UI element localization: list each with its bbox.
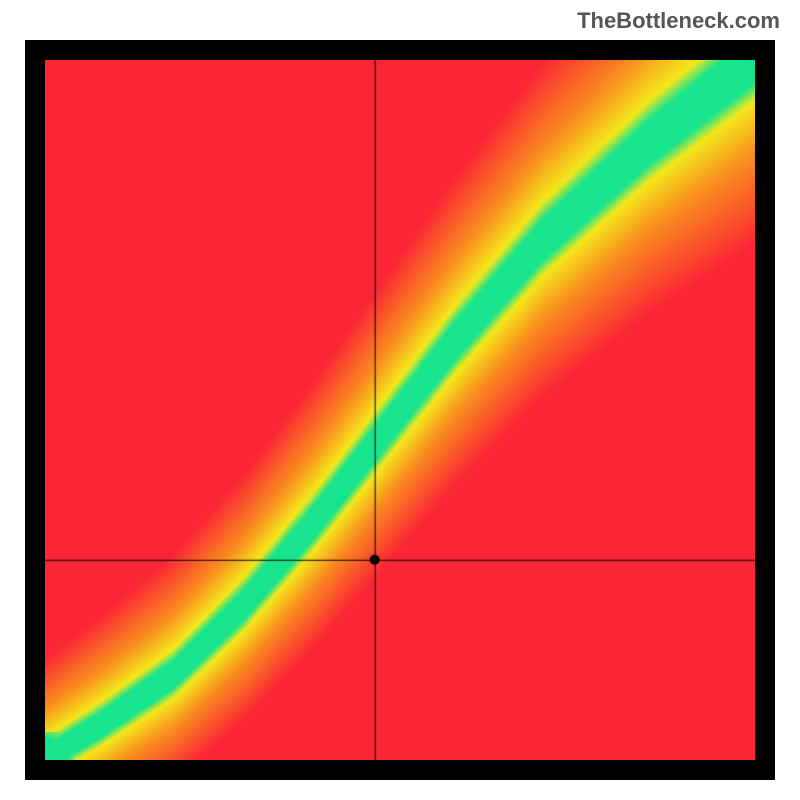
chart-container: TheBottleneck.com	[0, 0, 800, 800]
heatmap-canvas-wrap	[45, 60, 755, 760]
watermark-text: TheBottleneck.com	[577, 8, 780, 34]
heatmap-canvas	[45, 60, 755, 760]
